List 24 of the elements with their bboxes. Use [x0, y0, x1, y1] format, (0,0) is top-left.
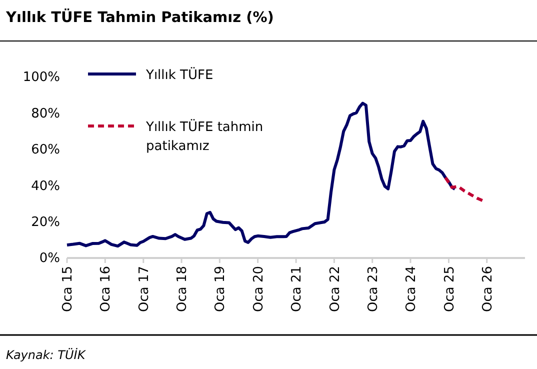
- x-tick-label: Oca 17: [136, 266, 152, 312]
- y-tick-label: 20%: [31, 214, 60, 230]
- legend-label: Yıllık TÜFE tahmin patikamız: [145, 119, 264, 154]
- chart-title: Yıllık TÜFE Tahmin Patikamız (%): [5, 8, 274, 26]
- x-tick-label: Oca 15: [60, 266, 76, 312]
- x-tick-label: Oca 18: [175, 266, 190, 312]
- x-tick-label: Oca 22: [328, 266, 343, 312]
- y-tick-label: 80%: [31, 106, 60, 122]
- line-series: [66, 102, 456, 248]
- x-tick-label: Oca 23: [366, 266, 381, 312]
- x-tick-label: Oca 24: [404, 266, 420, 312]
- x-tick-label: Oca 19: [213, 266, 228, 312]
- y-tick-label: 60%: [31, 142, 60, 158]
- x-tick-label: Oca 21: [290, 266, 305, 312]
- x-tick-label: Oca 25: [442, 266, 458, 312]
- line-series: [444, 176, 486, 202]
- x-tick-label: Oca 26: [480, 266, 496, 312]
- legend-label: Yıllık TÜFE: [145, 67, 214, 83]
- y-tick-label: 100%: [22, 70, 60, 86]
- x-tick-label: Oca 16: [98, 266, 114, 312]
- y-tick-label: 0%: [39, 251, 60, 266]
- text: Kaynak: TÜİK: [6, 348, 86, 362]
- y-tick-label: 40%: [31, 178, 60, 194]
- x-tick-label: Oca 20: [251, 266, 266, 312]
